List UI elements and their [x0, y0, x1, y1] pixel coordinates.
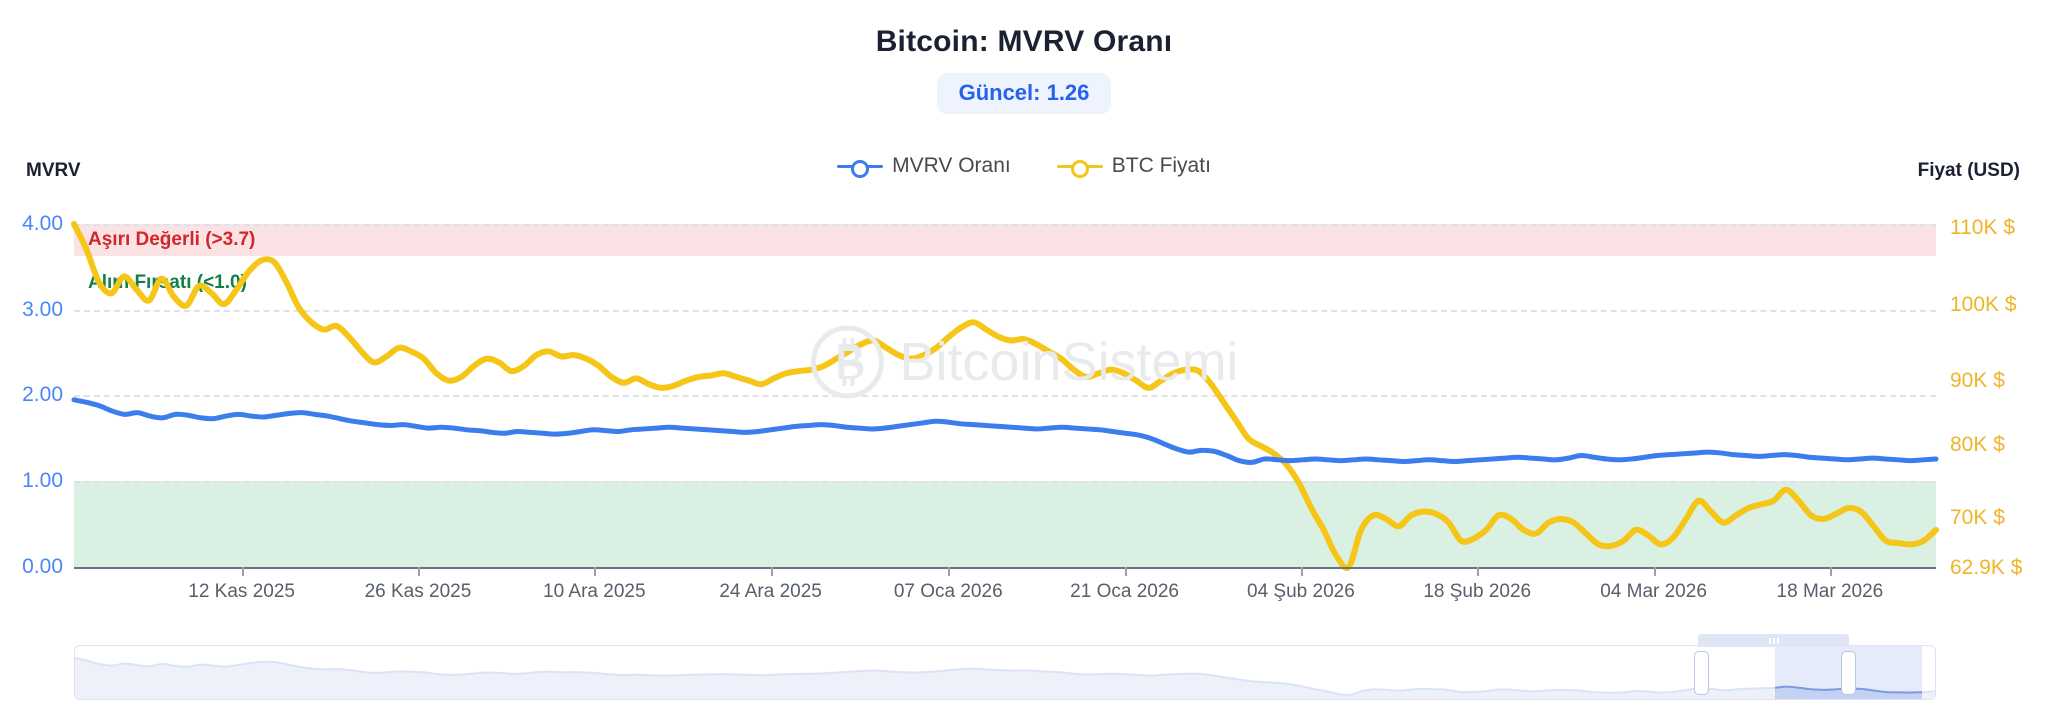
chart-legend: MVRV Oranı BTC Fiyatı	[0, 148, 2048, 184]
legend-item-btc-price[interactable]: BTC Fiyatı	[1056, 154, 1211, 178]
legend-label: BTC Fiyatı	[1111, 154, 1211, 177]
x-axis-tick	[1653, 567, 1656, 576]
x-axis-tick	[1124, 567, 1127, 576]
navigator-area	[75, 658, 1935, 699]
navigator-line	[75, 657, 1935, 697]
right-axis-title: Fiyat (USD)	[1917, 160, 2020, 181]
gridline-1-00	[74, 481, 1936, 483]
ytick-left-3: 3.00	[22, 298, 63, 321]
band-overvalued-label: Aşırı Değerli (>3.7)	[88, 229, 256, 250]
x-axis-tick-label: 26 Kas 2025	[364, 581, 472, 602]
ytick-left-0: 0.00	[22, 555, 63, 578]
legend-marker-line-icon	[1056, 156, 1103, 178]
ytick-left-2: 2.00	[22, 383, 63, 406]
page-title: Bitcoin: MVRV Oranı	[875, 25, 1173, 58]
gridline-2-00	[74, 395, 1936, 397]
navigator-series	[75, 657, 1935, 699]
navigator-handle-left[interactable]	[1694, 651, 1709, 695]
chart-header: Bitcoin: MVRV Oranı Güncel: 1.26	[0, 0, 2048, 160]
x-axis-tick-label: 21 Oca 2026	[1070, 581, 1179, 602]
x-axis-tick	[948, 567, 951, 576]
x-axis-tick	[241, 567, 244, 576]
x-axis-line	[74, 567, 1936, 569]
ytick-right-62-9k: 62.9K $	[1950, 556, 2023, 579]
x-axis-tick-label: 10 Ara 2025	[543, 581, 646, 602]
left-axis-title: MVRV	[26, 160, 81, 181]
x-axis-tick	[594, 567, 597, 576]
band-buy-opportunity	[74, 481, 1936, 567]
legend-item-mvrv[interactable]: MVRV Oranı	[837, 154, 1011, 178]
ytick-right-70k: 70K $	[1950, 506, 2005, 529]
navigator-grip-icon[interactable]	[1698, 634, 1849, 647]
gridline-3-00	[74, 310, 1936, 312]
navigator-handle-right[interactable]	[1841, 651, 1856, 695]
x-axis-tick	[1300, 567, 1303, 576]
x-axis-tick-label: 12 Kas 2025	[188, 581, 295, 602]
band-overvalued	[74, 224, 1936, 256]
legend-marker-line-icon	[837, 156, 884, 178]
x-axis-tick-label: 07 Oca 2026	[893, 581, 1003, 602]
gridline-4-00	[74, 224, 1936, 226]
legend-label: MVRV Oranı	[892, 154, 1011, 177]
x-axis-tick-label: 04 Mar 2026	[1600, 581, 1707, 602]
line-mvrv-ratio	[71, 397, 1939, 465]
ytick-right-110k: 110K $	[1950, 216, 2015, 239]
ytick-left-4: 4.00	[22, 212, 63, 235]
x-axis-tick	[417, 567, 420, 576]
x-axis-tick-label: 24 Ara 2025	[719, 581, 822, 602]
line-btc-price	[71, 221, 1939, 571]
x-axis-tick	[1829, 567, 1832, 576]
x-axis-tick-label: 18 Şub 2026	[1423, 581, 1532, 602]
x-axis-tick-label: 18 Mar 2026	[1776, 581, 1884, 602]
ytick-left-1: 1.00	[22, 469, 63, 492]
x-axis-tick	[1477, 567, 1480, 576]
range-navigator[interactable]	[74, 645, 1936, 700]
plot-area[interactable]: Aşırı Değerli (>3.7) Alım Fırsatı (<1.0)	[71, 221, 1939, 571]
series-lines	[71, 221, 1939, 571]
x-axis-tick	[770, 567, 773, 576]
ytick-right-100k: 100K $	[1950, 293, 2017, 316]
status-badge: Güncel: 1.26	[936, 73, 1112, 114]
ytick-right-80k: 80K $	[1950, 433, 2005, 456]
ytick-right-90k: 90K $	[1950, 369, 2005, 392]
x-axis-tick-label: 04 Şub 2026	[1247, 581, 1355, 602]
